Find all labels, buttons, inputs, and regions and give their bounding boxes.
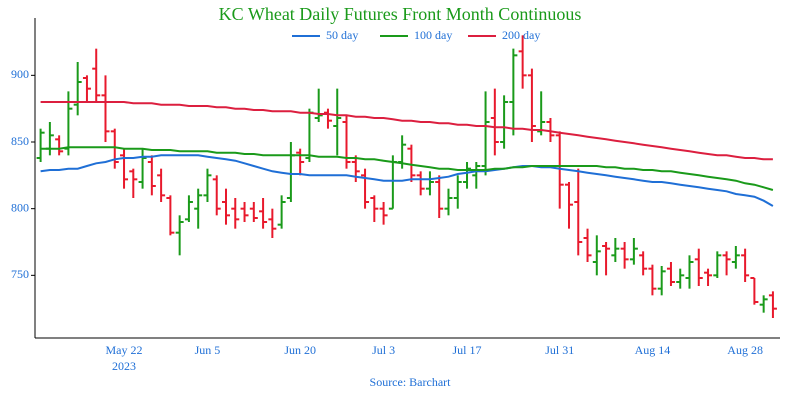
moving-average-line: [40, 154, 774, 207]
x-tick-label: Aug 14: [635, 343, 671, 357]
x-tick-label: Jun 20: [284, 343, 316, 357]
x-tick-label: Aug 28: [727, 343, 763, 357]
legend-label: 200 day: [502, 28, 540, 42]
x-year-label: 2023: [112, 359, 136, 373]
legend-label: 50 day: [326, 28, 358, 42]
y-tick-label: 900: [11, 67, 29, 81]
source-note: Source: Barchart: [370, 375, 452, 389]
moving-average-line: [40, 101, 773, 161]
x-tick-label: Jul 3: [372, 343, 395, 357]
y-tick-label: 750: [11, 267, 29, 281]
x-tick-label: Jun 5: [195, 343, 221, 357]
x-tick-label: May 22: [106, 343, 143, 357]
chart-title: KC Wheat Daily Futures Front Month Conti…: [219, 4, 582, 24]
legend-label: 100 day: [414, 28, 452, 42]
y-tick-label: 800: [11, 200, 29, 214]
moving-average-line: [40, 146, 774, 191]
y-tick-label: 850: [11, 134, 29, 148]
x-tick-label: Jul 31: [545, 343, 574, 357]
x-tick-label: Jul 17: [453, 343, 482, 357]
